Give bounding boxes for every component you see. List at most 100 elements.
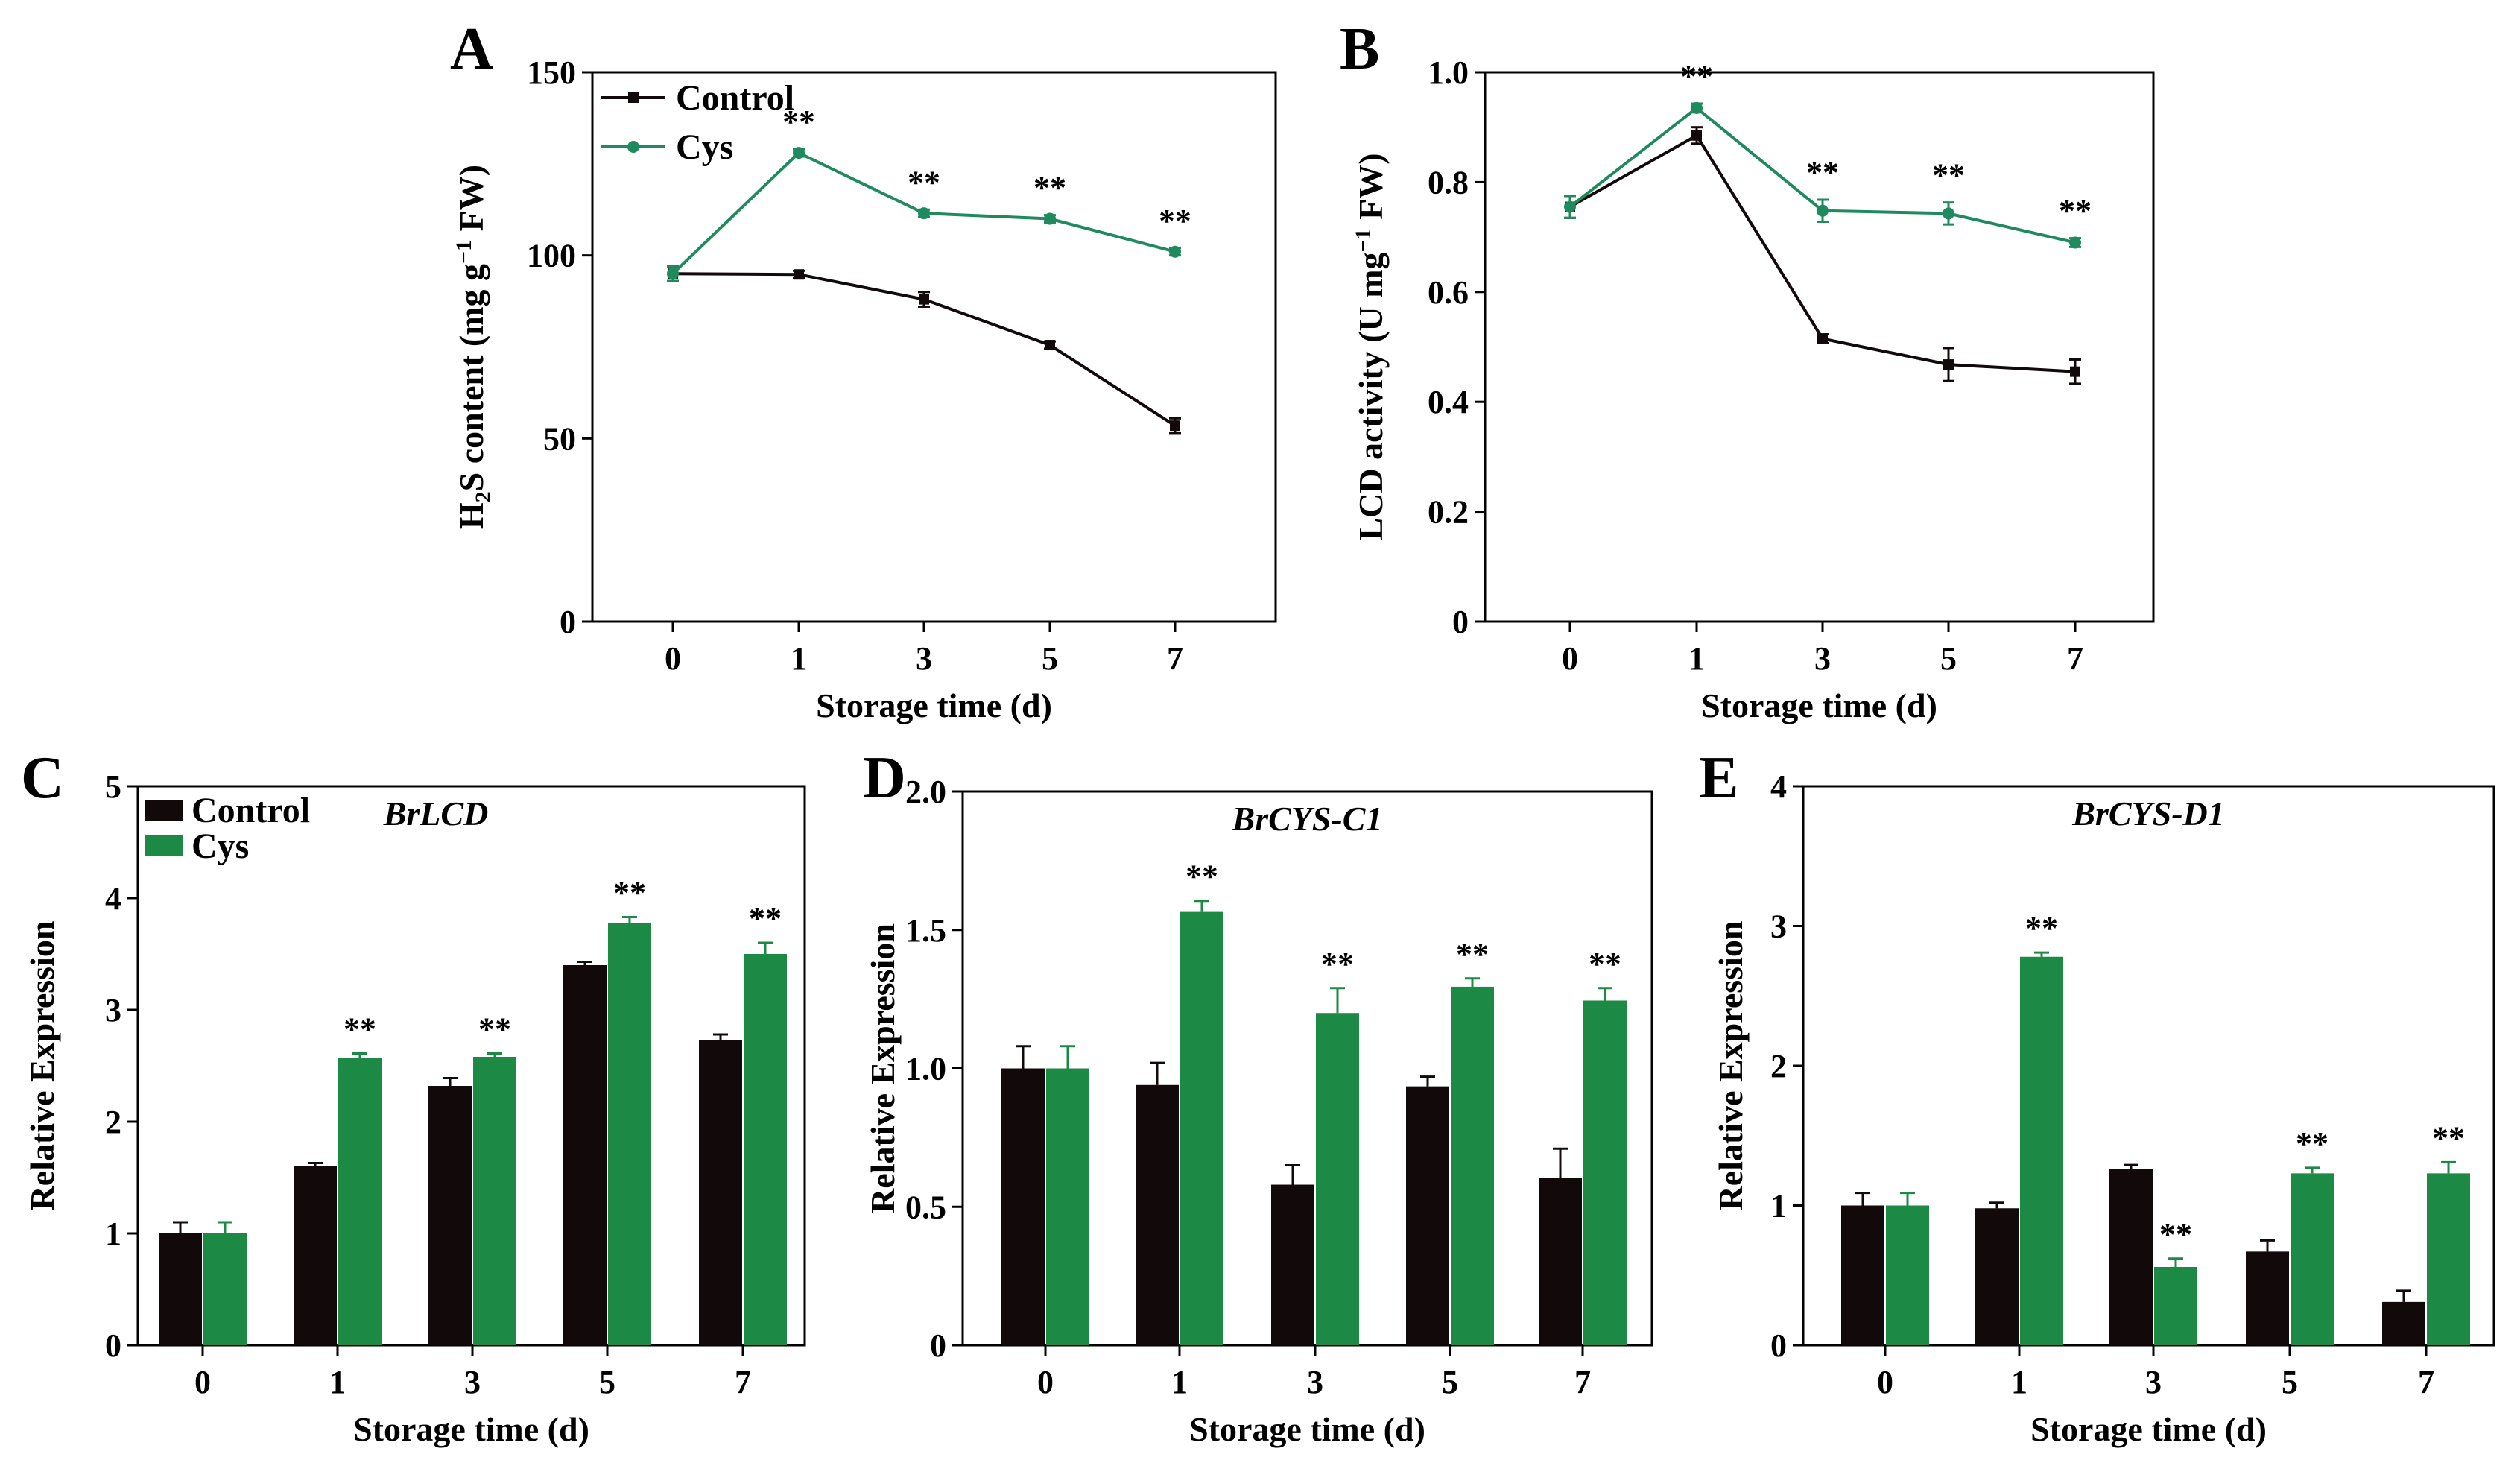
error-bar [1598,987,1612,1001]
x-tick-label: 0 [194,1364,211,1400]
y-tick-label: 0 [105,1327,121,1364]
x-tick-label: 5 [1442,1364,1458,1400]
bar-cys [203,1233,247,1345]
bar-control [1001,1068,1045,1345]
panel-e: E 0 1 2 3 4 0 1 3 5 7 Storage time (d) Relative Expr… [1699,745,2495,1448]
legend-swatch [145,835,183,856]
gene-title: BrLCD [383,794,489,832]
error-bar [2396,1289,2411,1302]
y-tick-label: 3 [1770,909,1787,945]
bar-control [294,1166,337,1345]
data-point-cys [1691,101,1703,114]
significance-mark: ** [749,900,782,937]
x-axis-title: Storage time (d) [816,686,1052,724]
plot-frame [591,71,1277,623]
data-point-control [1691,130,1702,141]
error-bar [487,1052,502,1057]
y-tick-label: 2.0 [905,774,946,810]
panel-label: C [21,745,64,811]
y-axis-title: Relative Expression [23,921,61,1211]
x-axis-title: Storage time (d) [2030,1410,2267,1448]
error-bar [1150,1061,1165,1085]
bar-control [1136,1084,1179,1345]
significance-mark: ** [2296,1125,2329,1162]
y-tick-label: 0.2 [1428,494,1469,531]
panel-c: C 0 1 2 3 4 5 0 1 3 5 7 Storage time (d) Relative Exp… [21,745,806,1448]
y-tick-label: 4 [1770,768,1787,805]
significance-mark: ** [908,164,940,200]
error-bar [1016,1045,1031,1069]
y-axis-title-part: LCD activity (U mg [1352,252,1390,540]
bar-cys [2154,1267,2197,1345]
y-tick-label: 0.6 [1428,274,1469,311]
y-tick-label: 0 [560,604,576,640]
error-bar [2260,1239,2275,1252]
x-tick-label: 7 [1574,1364,1591,1400]
y-tick-label: 2 [1770,1048,1787,1084]
legend-swatch [145,800,183,821]
y-tick-label: 0.5 [905,1189,946,1225]
error-bar [577,961,592,965]
x-tick-label: 7 [735,1364,751,1400]
y-tick-label: 1.5 [905,912,946,949]
legend-marker [627,141,639,153]
significance-mark: ** [782,104,815,140]
x-tick-label: 1 [1171,1364,1188,1400]
significance-mark: ** [1456,936,1489,973]
significance-mark: ** [613,875,646,911]
legend-label-cys: Cys [676,127,733,167]
data-point-cys [1817,204,1829,217]
bar-control [2109,1169,2153,1345]
significance-mark: ** [1185,859,1218,895]
significance-mark: ** [2059,193,2092,230]
error-bar [1855,1192,1870,1206]
y-axis-title-part: S content (mg g [452,264,490,491]
x-tick-label: 3 [1307,1364,1323,1400]
y-tick-label: 2 [105,1104,121,1140]
data-point-cys [918,207,930,220]
bar-cys [1046,1068,1089,1345]
y-tick-label: 4 [105,880,121,917]
y-axis-title: H2S content (mg g−1 FW) [452,165,496,529]
x-tick-label: 0 [665,640,681,677]
bar-cys [2020,956,2063,1345]
x-axis-title: Storage time (d) [353,1410,589,1448]
bar-cys [2427,1173,2470,1345]
error-bar [1285,1164,1300,1185]
bar-cys [338,1058,382,1345]
data-point-cys [793,147,805,159]
y-tick-label: 50 [543,420,576,457]
data-point-cys [2069,236,2081,249]
bar-cys [1583,1000,1627,1345]
error-bar [1420,1075,1435,1087]
data-point-control [2070,366,2080,377]
bar-control [699,1040,742,1345]
plot-frame [1484,71,2155,623]
x-tick-label: 5 [1042,640,1058,677]
significance-mark: ** [1589,946,1621,982]
bar-control [159,1233,202,1345]
bar-control [1271,1184,1314,1345]
bar-cys [473,1057,516,1345]
y-tick-label: 0.4 [1428,384,1469,420]
data-point-control [1045,340,1055,351]
significance-mark: ** [1159,203,1191,239]
y-axis-title-part: H [452,502,490,529]
legend-label-control: Control [191,791,310,830]
y-tick-label: 1.0 [1428,54,1469,91]
significance-mark: ** [2159,1216,2192,1253]
error-bar [308,1162,323,1166]
error-bar [2034,951,2049,957]
x-tick-label: 7 [2418,1364,2434,1400]
error-bar [352,1052,367,1058]
error-bar [1194,900,1209,912]
significance-mark: ** [1932,157,1965,194]
bar-cys [1451,986,1494,1345]
bar-control [563,965,607,1345]
error-bar [622,916,637,923]
y-axis-title-part: −1 [1351,228,1375,252]
significance-mark: ** [478,1011,511,1048]
significance-mark: ** [1806,154,1839,191]
bar-cys [1316,1013,1359,1345]
data-point-control [1817,333,1828,344]
